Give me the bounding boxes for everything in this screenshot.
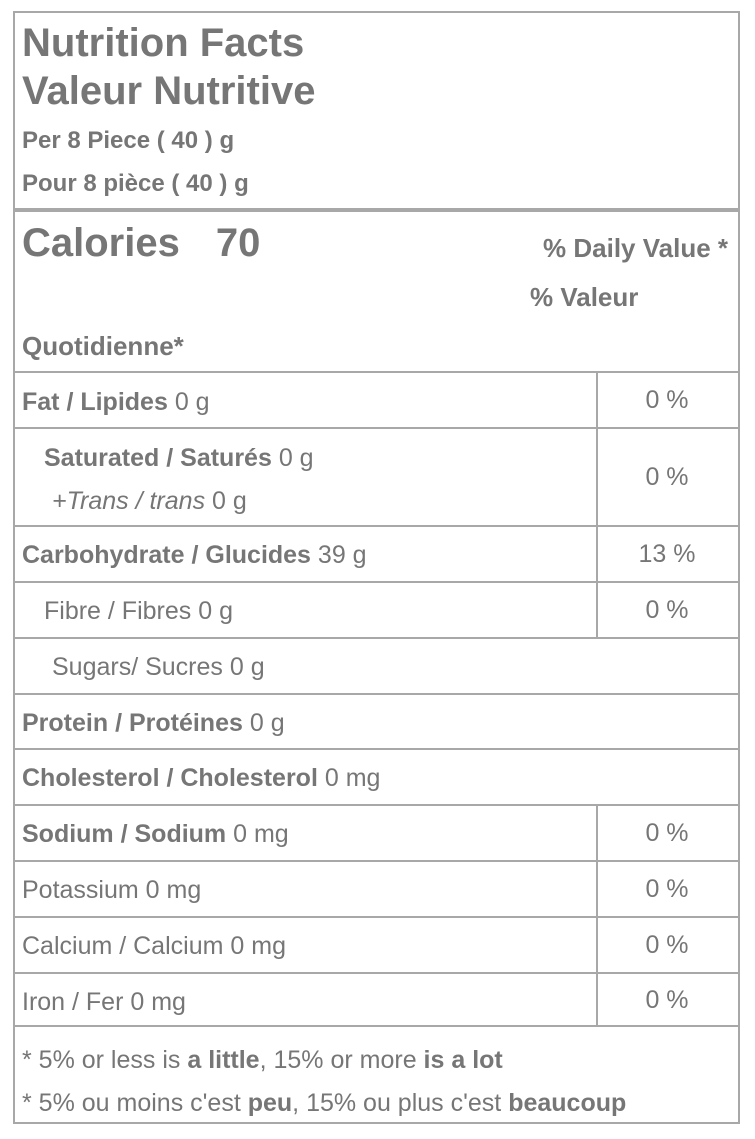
thick-divider [15,208,738,212]
nutrient-row-cholesterol: Cholesterol / Cholesterol 0 mg [15,748,738,804]
nutrient-amount: 0 g [174,388,210,416]
calories-label: Calories [22,221,180,265]
calories-value: 70 [215,221,261,265]
nutrient-dv: 0 % [645,874,689,903]
nutrient-amount: 0 g [278,444,314,472]
daily-value-heading-fr: % Valeur [530,282,639,312]
nutrient-amount: 39 g [317,541,367,569]
nutrient-amount: 0 mg [130,988,186,1016]
nutrient-row-carbohydrate: Carbohydrate / Glucides 39 g 13 % [15,525,738,581]
nutrient-dv: 13 % [638,539,696,568]
daily-value-heading-fr-cont: Quotidienne* [22,331,184,361]
nutrient-name: Iron / Fer [22,988,124,1016]
nutrient-row-calcium: Calcium / Calcium 0 mg 0 % [15,916,738,972]
nutrient-dv: 0 % [645,385,689,414]
serving-size-en: Per 8 Piece ( 40 ) g [22,127,235,154]
nutrient-name: Cholesterol / Cholesterol [22,764,318,792]
nutrient-name: Protein / Protéines [22,709,243,737]
nutrient-row-iron: Iron / Fer 0 mg 0 % [15,972,738,1027]
nutrient-amount: 0 g [198,597,233,625]
nutrient-name: +Trans / trans [52,487,206,515]
title-en: Nutrition Facts [22,21,305,65]
nutrient-amount: 0 mg [145,876,202,904]
serving-size-fr: Pour 8 pièce ( 40 ) g [22,170,249,197]
nutrient-row-protein: Protein / Protéines 0 g [15,693,738,748]
nutrient-amount: 0 mg [230,932,286,960]
nutrient-dv: 0 % [645,986,689,1014]
nutrient-amount: 0 g [249,709,285,737]
nutrient-amount: 0 g [212,487,247,515]
nutrient-name: Calcium / Calcium [22,932,224,960]
nutrient-dv: 0 % [645,930,689,959]
footnote-en: * 5% or less is a little, 15% or more is… [22,1046,503,1074]
nutrient-row-saturated-trans: Saturated / Saturés 0 g +Trans / trans 0… [15,427,738,525]
footnote: * 5% or less is a little, 15% or more is… [15,1025,738,1122]
nutrient-row-sodium: Sodium / Sodium 0 mg 0 % [15,804,738,860]
nutrient-name: Fibre / Fibres [44,597,192,625]
nutrient-dv: 0 % [645,462,689,491]
nutrient-name: Potassium [22,876,139,904]
nutrient-name: Sodium / Sodium [22,820,227,848]
nutrient-name: Sugars/ Sucres [52,653,223,681]
title-fr: Valeur Nutritive [22,69,316,113]
calories-line: Calories 70 [22,221,260,265]
nutrition-label: Nutrition Facts Valeur Nutritive Per 8 P… [13,11,740,1124]
nutrient-row-potassium: Potassium 0 mg 0 % [15,860,738,916]
nutrient-row-fat: Fat / Lipides 0 g 0 % [15,371,738,427]
nutrient-amount: 0 g [229,653,265,681]
nutrient-amount: 0 mg [233,820,289,848]
nutrient-name: Fat / Lipides [22,388,168,416]
daily-value-heading-en: % Daily Value * [543,233,728,263]
nutrient-dv: 0 % [645,818,689,847]
nutrient-name: Carbohydrate / Glucides [22,541,311,569]
label-header: Nutrition Facts Valeur Nutritive Per 8 P… [15,13,738,209]
nutrient-amount: 0 mg [324,764,381,792]
nutrient-row-sugars: Sugars/ Sucres 0 g [15,637,738,693]
footnote-fr: * 5% ou moins c'est peu, 15% ou plus c'e… [22,1089,627,1117]
nutrient-row-fibre: Fibre / Fibres 0 g 0 % [15,581,738,637]
nutrient-name: Saturated / Saturés [44,444,272,472]
nutrient-table: Fat / Lipides 0 g 0 % Saturated / Saturé… [15,371,738,1027]
nutrient-dv: 0 % [645,595,689,624]
